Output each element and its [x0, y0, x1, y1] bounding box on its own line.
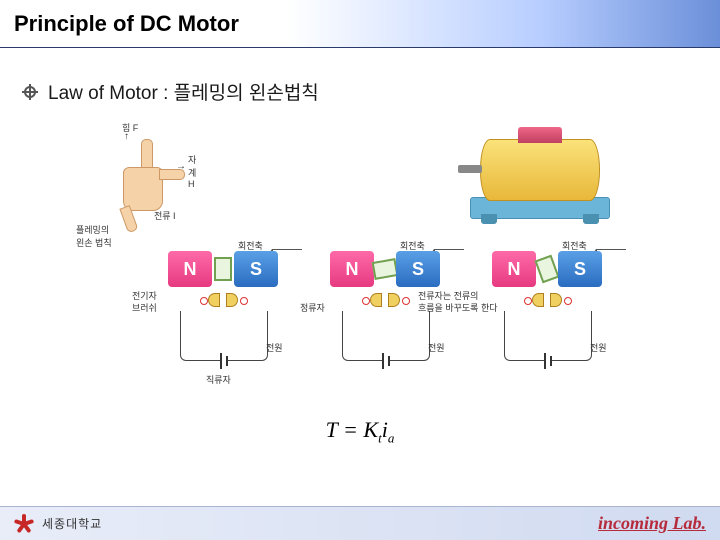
torque-formula: T = Ktia: [0, 417, 720, 446]
university-logo: 세종대학교: [14, 514, 102, 534]
formula-i-sub: a: [388, 430, 395, 445]
brush-commutator-icon: [208, 293, 238, 311]
fleming-hand-diagram: 힘 F ↑ 자계 H → 전류 I 플레밍의 왼손 법칙: [80, 127, 200, 237]
battery-icon: [366, 357, 406, 365]
armature-icon: [534, 255, 559, 284]
diagram-area: 힘 F ↑ 자계 H → 전류 I 플레밍의 왼손 법칙 회전축 N S: [80, 123, 640, 403]
subtitle-text: Law of Motor : 플레밍의 왼손법칙: [48, 78, 319, 105]
arrow-right-icon: →: [176, 161, 186, 172]
motor-stage-3: 회전축 N S 전류자는 전류의 흐름을 바꾸도록 한다 전원: [472, 241, 622, 401]
field-label: 자계 H: [188, 153, 200, 189]
subtitle-row: Law of Motor : 플레밍의 왼손법칙: [22, 78, 720, 105]
stage1-label-brush: 브러쉬: [132, 303, 157, 315]
sejong-logo-icon: [14, 514, 34, 534]
stage1-label-armature: 전기자: [132, 291, 157, 303]
battery-icon: [204, 357, 244, 365]
motor-stage-1: 회전축 N S 전기자 브러쉬 전원 직류자: [148, 241, 298, 401]
hand-caption: 플레밍의 왼손 법칙: [76, 223, 112, 249]
page-title: Principle of DC Motor: [14, 11, 239, 37]
crosshair-bullet-icon: [22, 84, 38, 100]
current-label: 전류 I: [154, 209, 176, 222]
magnet-pole-n: N: [492, 251, 536, 287]
motor-3d-illustration: [440, 117, 630, 227]
armature-icon: [372, 258, 399, 280]
brush-commutator-icon: [532, 293, 562, 311]
stage2-label-commutator: 정류자: [300, 303, 325, 315]
magnet-pole-s: S: [234, 251, 278, 287]
stage2-label-power: 전원: [428, 343, 445, 355]
footer-bar: 세종대학교 incoming Lab.: [0, 506, 720, 540]
stage3-label-power: 전원: [590, 343, 607, 355]
formula-T: T: [326, 417, 338, 442]
motor-stage-2: 회전축 N S 정류자 전원: [310, 241, 460, 401]
title-bar: Principle of DC Motor: [0, 0, 720, 48]
battery-icon: [528, 357, 568, 365]
brush-commutator-icon: [370, 293, 400, 311]
magnet-pole-n: N: [168, 251, 212, 287]
stage1-label-commutator: 직류자: [206, 375, 231, 387]
formula-K: K: [363, 417, 378, 442]
lab-name: incoming Lab.: [598, 513, 706, 534]
stage1-label-power: 전원: [266, 343, 283, 355]
stage3-label-note: 전류자는 전류의 흐름을 바꾸도록 한다: [418, 291, 504, 314]
formula-eq: =: [338, 417, 364, 442]
armature-icon: [214, 257, 232, 281]
magnet-pole-s: S: [396, 251, 440, 287]
magnet-pole-n: N: [330, 251, 374, 287]
magnet-pole-s: S: [558, 251, 602, 287]
left-hand-icon: [105, 139, 175, 219]
university-name: 세종대학교: [42, 515, 102, 532]
